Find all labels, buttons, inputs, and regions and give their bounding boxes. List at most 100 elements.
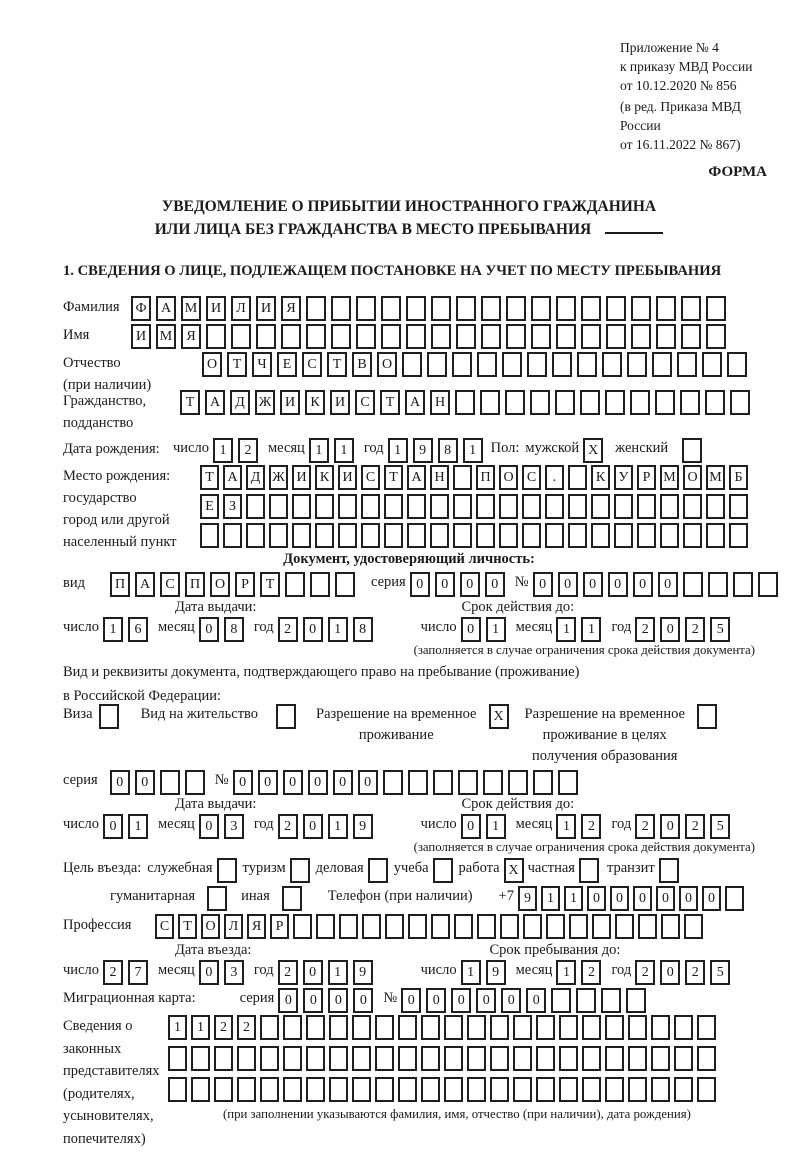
- char-box[interactable]: [522, 494, 541, 519]
- char-box[interactable]: [283, 1077, 302, 1102]
- char-box[interactable]: Я: [181, 324, 201, 349]
- char-box[interactable]: Т: [227, 352, 247, 377]
- char-box[interactable]: [606, 296, 626, 321]
- char-box[interactable]: О: [201, 914, 220, 939]
- char-box[interactable]: [523, 914, 542, 939]
- char-box[interactable]: 2: [237, 438, 258, 463]
- char-box[interactable]: [454, 914, 473, 939]
- char-box[interactable]: [431, 296, 451, 321]
- char-box[interactable]: М: [181, 296, 201, 321]
- char-box[interactable]: [681, 324, 701, 349]
- char-box[interactable]: [674, 1077, 693, 1102]
- char-box[interactable]: [375, 1077, 394, 1102]
- char-box[interactable]: 3: [223, 814, 244, 839]
- char-box[interactable]: [490, 1077, 509, 1102]
- char-box[interactable]: 0: [409, 572, 430, 597]
- char-box[interactable]: 0: [109, 770, 130, 795]
- char-box[interactable]: И: [292, 465, 311, 490]
- char-box[interactable]: [331, 324, 351, 349]
- char-box[interactable]: [398, 1077, 417, 1102]
- char-box[interactable]: Т: [180, 390, 200, 415]
- char-box[interactable]: [293, 914, 312, 939]
- char-box[interactable]: Т: [260, 572, 280, 597]
- char-box[interactable]: [555, 390, 575, 415]
- char-box[interactable]: [453, 523, 472, 548]
- char-box[interactable]: [375, 1046, 394, 1071]
- char-box[interactable]: [223, 523, 242, 548]
- char-box[interactable]: [536, 1046, 555, 1071]
- char-box[interactable]: А: [223, 465, 242, 490]
- char-box[interactable]: [306, 1015, 325, 1040]
- char-box[interactable]: 2: [635, 960, 656, 985]
- char-box[interactable]: 0: [678, 886, 698, 911]
- char-box[interactable]: 1: [212, 438, 233, 463]
- char-box[interactable]: [281, 324, 301, 349]
- char-box[interactable]: [602, 352, 622, 377]
- char-box[interactable]: 1: [485, 814, 506, 839]
- char-box[interactable]: С: [355, 390, 375, 415]
- char-box[interactable]: [628, 1077, 647, 1102]
- char-box[interactable]: [306, 1077, 325, 1102]
- char-box[interactable]: 0: [198, 617, 219, 642]
- char-box[interactable]: [361, 494, 380, 519]
- char-box[interactable]: [206, 324, 226, 349]
- char-box[interactable]: [631, 296, 651, 321]
- char-box[interactable]: [582, 1077, 601, 1102]
- char-box[interactable]: [406, 296, 426, 321]
- char-box[interactable]: [556, 324, 576, 349]
- char-box[interactable]: 1: [333, 438, 354, 463]
- char-box[interactable]: [628, 1046, 647, 1071]
- other-checkbox[interactable]: [281, 886, 302, 911]
- char-box[interactable]: [237, 1046, 256, 1071]
- char-box[interactable]: [256, 324, 276, 349]
- char-box[interactable]: [729, 523, 748, 548]
- char-box[interactable]: 9: [412, 438, 433, 463]
- char-box[interactable]: 0: [609, 886, 629, 911]
- char-box[interactable]: [637, 523, 656, 548]
- char-box[interactable]: 2: [685, 814, 706, 839]
- char-box[interactable]: [569, 914, 588, 939]
- char-box[interactable]: [490, 1046, 509, 1071]
- char-box[interactable]: [453, 494, 472, 519]
- char-box[interactable]: А: [205, 390, 225, 415]
- char-box[interactable]: [467, 1046, 486, 1071]
- char-box[interactable]: О: [499, 465, 518, 490]
- char-box[interactable]: [421, 1046, 440, 1071]
- char-box[interactable]: 1: [168, 1015, 187, 1040]
- char-box[interactable]: [582, 1015, 601, 1040]
- char-box[interactable]: [559, 1077, 578, 1102]
- char-box[interactable]: [338, 494, 357, 519]
- char-box[interactable]: Е: [277, 352, 297, 377]
- char-box[interactable]: [627, 352, 647, 377]
- work-checkbox[interactable]: X: [503, 858, 524, 883]
- char-box[interactable]: Л: [231, 296, 251, 321]
- char-box[interactable]: 1: [581, 617, 602, 642]
- char-box[interactable]: [674, 1015, 693, 1040]
- char-box[interactable]: 6: [127, 617, 148, 642]
- char-box[interactable]: 0: [655, 886, 675, 911]
- char-box[interactable]: [506, 324, 526, 349]
- char-box[interactable]: 0: [426, 988, 447, 1013]
- char-box[interactable]: 3: [223, 960, 244, 985]
- char-box[interactable]: [452, 352, 472, 377]
- char-box[interactable]: Т: [178, 914, 197, 939]
- char-box[interactable]: 1: [556, 814, 577, 839]
- char-box[interactable]: 1: [462, 438, 483, 463]
- char-box[interactable]: 2: [237, 1015, 256, 1040]
- char-box[interactable]: [427, 352, 447, 377]
- char-box[interactable]: [531, 324, 551, 349]
- char-box[interactable]: С: [155, 914, 174, 939]
- char-box[interactable]: [730, 390, 750, 415]
- char-box[interactable]: [285, 572, 305, 597]
- char-box[interactable]: Р: [270, 914, 289, 939]
- char-box[interactable]: В: [352, 352, 372, 377]
- char-box[interactable]: [605, 390, 625, 415]
- char-box[interactable]: 0: [328, 988, 349, 1013]
- char-box[interactable]: [707, 572, 728, 597]
- char-box[interactable]: [269, 494, 288, 519]
- temp-residence-checkbox[interactable]: X: [488, 704, 509, 729]
- char-box[interactable]: А: [135, 572, 155, 597]
- char-box[interactable]: Ч: [252, 352, 272, 377]
- char-box[interactable]: 1: [308, 438, 329, 463]
- char-box[interactable]: 2: [581, 814, 602, 839]
